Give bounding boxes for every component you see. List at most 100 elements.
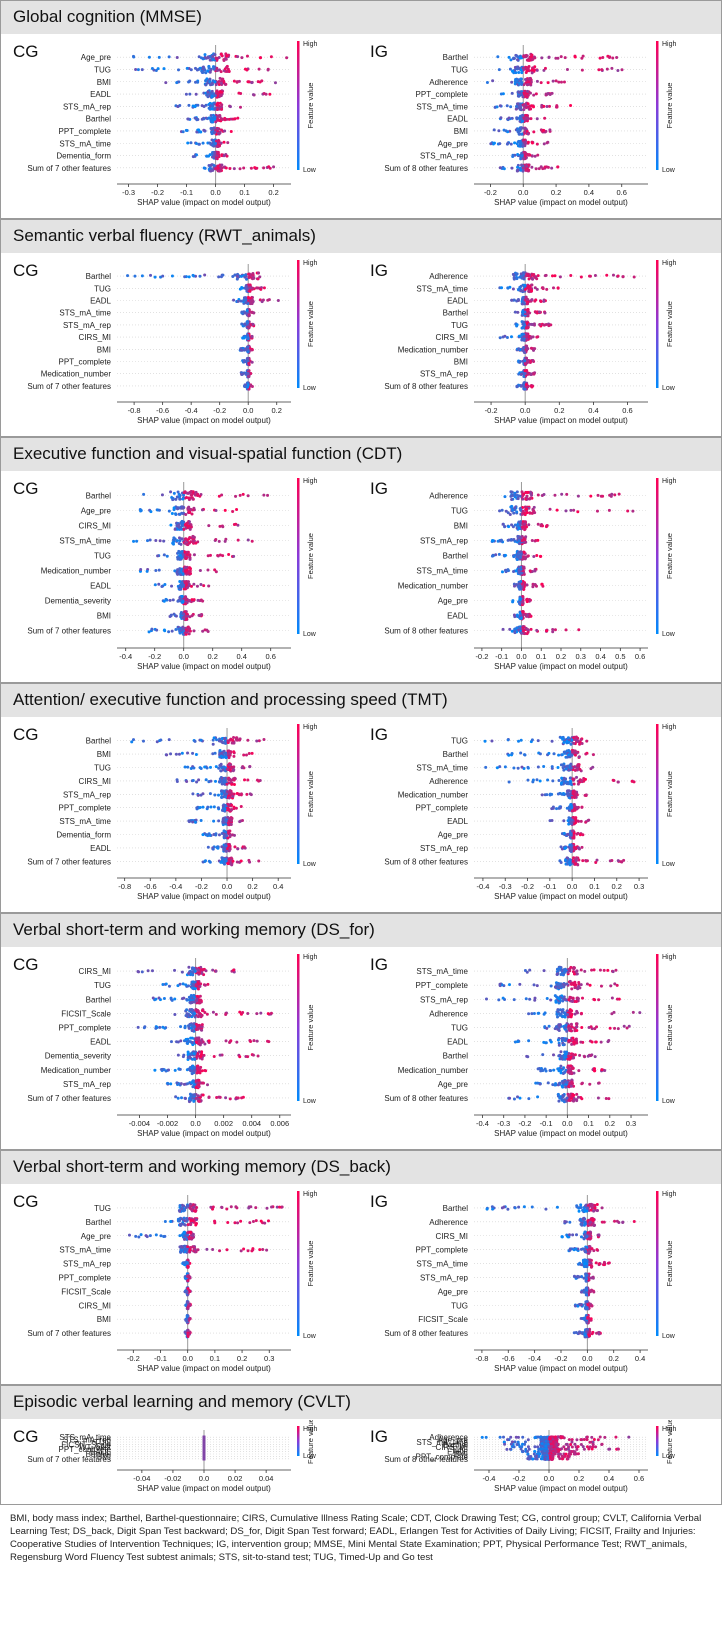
x-tick-label: 0.4 [273,882,283,891]
shap-point [551,274,555,278]
shap-point [232,167,236,171]
shap-point [521,595,525,599]
shap-point [527,523,531,527]
feature-dots [517,356,536,367]
feature-label: CIRS_MI [79,333,111,342]
shap-point [516,493,520,497]
shap-point [266,298,270,302]
x-tick-label: 0.2 [247,882,257,891]
shap-point [141,739,145,743]
shap-point [232,554,236,558]
shap-point [557,806,561,810]
shap-point [498,166,502,170]
shap-point [201,141,205,145]
feature-label: STS_mA_rep [63,102,112,111]
shap-point [516,58,520,62]
colorbar [656,478,659,634]
shap-point [236,299,240,303]
shap-point [200,117,204,121]
shap-point [250,360,254,364]
shap-point [176,568,180,572]
shap-point [221,789,225,793]
shap-point [522,632,526,636]
shap-point [178,104,182,108]
shap-point [547,751,551,755]
shap-point [147,630,151,634]
feature-label: Adherence [429,492,468,501]
shap-point [224,833,228,837]
shap-point [528,569,532,573]
shap-point [131,738,135,742]
shap-point [520,326,524,330]
shap-point [223,82,227,86]
colorbar [656,41,659,170]
shap-point [217,83,221,87]
shap-point [536,765,540,769]
shap-point [181,497,185,501]
shap-point [231,510,235,514]
shap-point [181,583,185,587]
feature-label: STS_mA_time [416,102,468,111]
shap-point [611,778,615,782]
shap-point [524,106,528,110]
shap-point [569,803,573,807]
shap-point [574,791,578,795]
shap-point [522,387,526,391]
shap-point [186,117,190,121]
shap-point [556,165,560,169]
colorbar-title: Feature value [306,533,315,579]
shap-point [556,286,560,290]
feature-label: PPT_complete [416,804,469,813]
shap-point [494,553,498,557]
shap-point [530,289,534,293]
shap-point [174,512,178,516]
shap-point [511,153,515,157]
shap-point [218,749,222,753]
shap-point [214,57,218,61]
shap-point [187,541,191,545]
shap-point [516,297,520,301]
group-label: CG [13,725,39,744]
shap-point [188,92,192,96]
feature-dots [183,762,252,773]
colorbar-title: Feature value [665,83,674,129]
colorbar-low-label: Low [662,631,676,638]
x-tick-label: 0.2 [556,652,566,661]
shap-point [529,117,533,121]
shap-point [246,494,250,498]
x-tick-label: 0.4 [595,652,605,661]
shap-point [495,766,499,770]
group-label: IG [370,261,388,280]
shap-point [528,91,532,95]
shap-point [561,763,565,767]
shap-point [213,131,217,135]
feature-label: Sum of 8 other features [384,164,468,173]
shap-point [222,862,226,866]
shap-point [191,820,195,824]
shap-point [530,298,534,302]
shap-point [191,779,195,783]
shap-point [521,126,525,130]
group-label: CG [13,261,39,280]
shap-point [218,739,222,743]
feature-label: STS_mA_rep [420,370,469,379]
feature-label: EADL [90,90,111,99]
shap-point [250,302,254,306]
shap-point [517,81,521,85]
shap-point [243,67,247,71]
shap-point [227,807,231,811]
shap-point [224,752,228,756]
shap-point [579,738,583,742]
shap-point [266,493,270,497]
shap-point [529,360,533,364]
shap-point [208,792,212,796]
colorbar-title: Feature value [306,771,315,817]
shap-point [252,311,256,315]
shap-point [195,130,199,134]
colorbar-title: Feature value [665,301,674,347]
shap-point [516,140,520,144]
shap-point [511,525,515,529]
shap-point [567,753,571,757]
shap-point [201,599,205,603]
shap-point [515,169,519,173]
